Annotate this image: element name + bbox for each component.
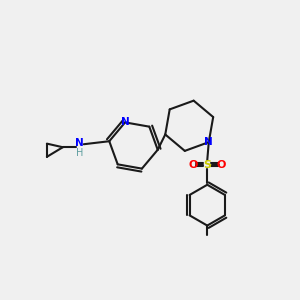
Text: N: N: [75, 138, 84, 148]
Text: O: O: [217, 160, 226, 170]
Text: H: H: [76, 148, 83, 158]
Text: N: N: [121, 117, 130, 128]
Text: N: N: [204, 137, 213, 147]
Text: S: S: [203, 160, 211, 170]
Text: O: O: [188, 160, 197, 170]
